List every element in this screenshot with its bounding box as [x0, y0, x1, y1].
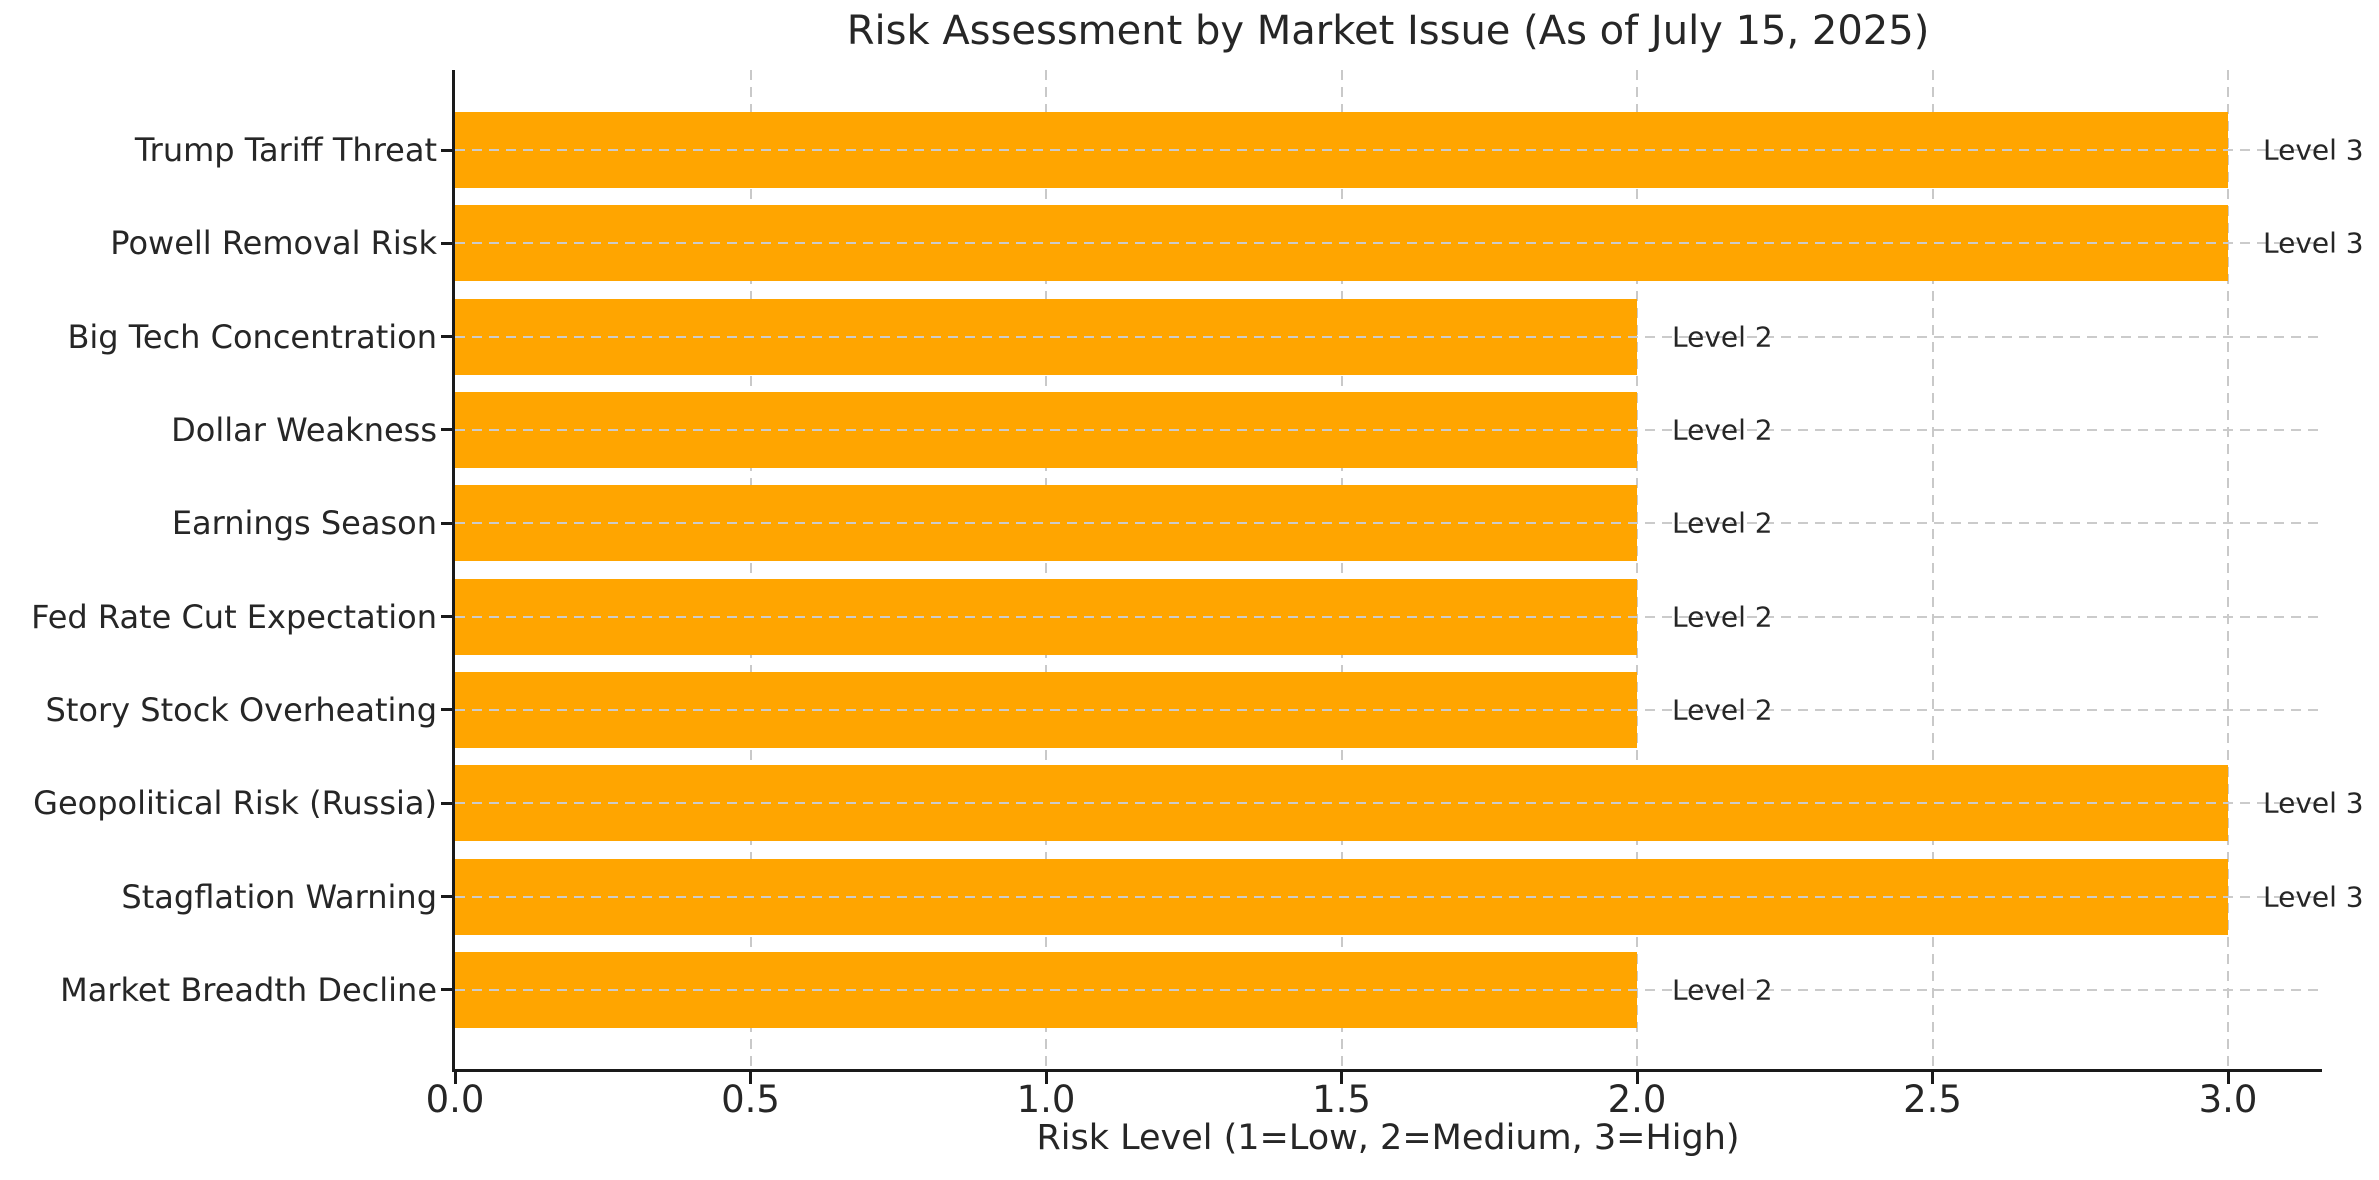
h-gridline [455, 802, 2322, 805]
y-axis-tick [441, 895, 455, 899]
v-gridline [1045, 70, 1047, 1070]
y-axis-tick [441, 801, 455, 805]
bar-value-label: Level 2 [1672, 693, 1773, 727]
x-tick-label: 2.5 [1903, 1078, 1962, 1121]
x-axis-tick [1931, 1072, 1934, 1084]
y-tick-label: Geopolitical Risk (Russia) [33, 784, 437, 823]
y-tick-label: Powell Removal Risk [110, 224, 437, 263]
chart-title: Risk Assessment by Market Issue (As of J… [846, 8, 1930, 54]
h-gridline [455, 242, 2322, 245]
x-axis-tick [1635, 1072, 1639, 1084]
x-axis-tick [453, 1072, 457, 1084]
x-tick-label: 1.5 [1312, 1078, 1371, 1121]
x-axis-tick [1044, 1072, 1048, 1084]
h-gridline [455, 335, 2322, 338]
v-gridline [1931, 70, 1934, 1070]
x-axis-tick [2226, 1072, 2230, 1084]
x-axis-spine [452, 1069, 2322, 1072]
bar-value-label: Level 2 [1672, 506, 1773, 540]
y-axis-tick [441, 708, 455, 712]
x-tick-label: 3.0 [2198, 1078, 2258, 1121]
x-tick-label: 0.5 [721, 1078, 780, 1121]
y-tick-label: Dollar Weakness [171, 410, 437, 449]
bar-value-label: Level 2 [1672, 320, 1773, 354]
bar-value-label: Level 3 [2263, 786, 2364, 820]
h-gridline [455, 522, 2322, 525]
bar-value-label: Level 2 [1672, 600, 1773, 634]
v-gridline [1636, 70, 1638, 1070]
x-axis-tick [749, 1072, 752, 1084]
v-gridline [2227, 70, 2229, 1070]
h-gridline [455, 428, 2322, 431]
y-axis-tick [441, 335, 455, 339]
x-tick-label: 1.0 [1016, 1078, 1076, 1121]
y-tick-label: Story Stock Overheating [45, 690, 437, 729]
h-gridline [455, 988, 2322, 991]
y-axis-tick [441, 988, 455, 992]
y-axis-tick [441, 521, 455, 525]
y-tick-label: Earnings Season [171, 504, 437, 543]
v-gridline [749, 70, 752, 1070]
y-tick-label: Market Breadth Decline [60, 970, 437, 1009]
v-gridline [1340, 70, 1343, 1070]
x-axis-label: Risk Level (1=Low, 2=Medium, 3=High) [1036, 1118, 1740, 1158]
y-tick-label: Big Tech Concentration [67, 317, 437, 356]
plot-area: Level 3 Level 3 Level 2 Level 2 Level 2 Level… [455, 70, 2364, 1070]
bar-value-label: Level 3 [2263, 133, 2364, 167]
y-axis-tick [441, 615, 455, 619]
h-gridline [455, 708, 2322, 711]
y-axis-spine [452, 70, 455, 1072]
y-tick-label: Stagflation Warning [121, 877, 437, 916]
h-gridline [455, 149, 2322, 151]
x-tick-label: 0.0 [425, 1078, 485, 1121]
y-axis-tick [441, 148, 455, 152]
y-axis-tick [441, 428, 455, 432]
bar-value-label: Level 3 [2263, 880, 2364, 914]
y-tick-label: Trump Tariff Threat [134, 131, 437, 169]
h-gridline [455, 895, 2322, 898]
y-axis-tick [441, 241, 455, 245]
x-axis-tick [1340, 1072, 1343, 1084]
x-tick-label: 2.0 [1607, 1078, 1667, 1121]
h-gridline [455, 615, 2322, 618]
bar-value-label: Level 2 [1672, 973, 1773, 1007]
y-tick-label: Fed Rate Cut Expectation [31, 597, 437, 636]
bar-value-label: Level 3 [2263, 226, 2364, 260]
bar-value-label: Level 2 [1672, 413, 1773, 447]
